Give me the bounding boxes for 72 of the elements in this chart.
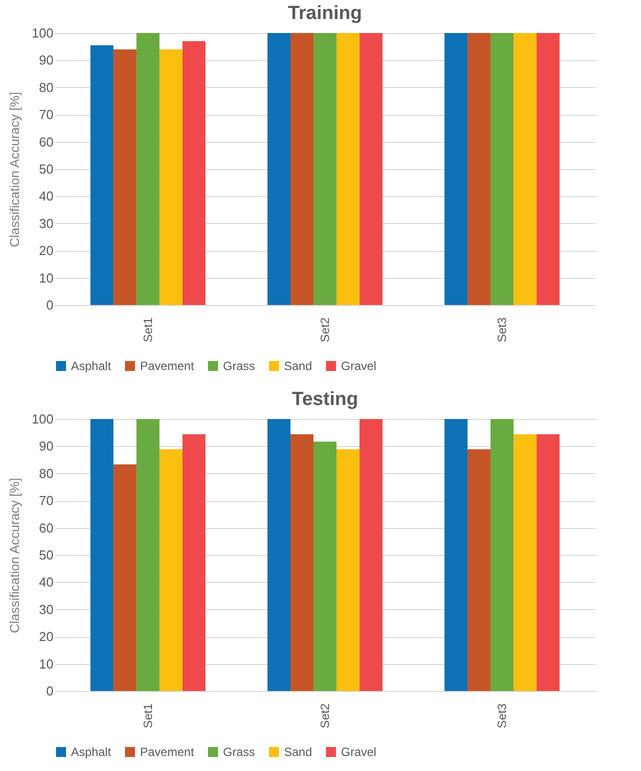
y-tick-label: 50: [39, 548, 54, 562]
bar: [90, 419, 114, 691]
x-tick-label: Set1: [140, 703, 155, 728]
y-tick-label: 70: [39, 107, 54, 122]
bar: [490, 419, 514, 691]
bar: [290, 33, 314, 305]
y-tick-label: 40: [39, 574, 54, 590]
y-tick-label: 80: [39, 80, 54, 95]
y-tick-label: 20: [39, 243, 54, 258]
y-tick-label: 60: [39, 134, 54, 150]
bar: [313, 442, 337, 691]
y-tick-label: 30: [39, 216, 54, 231]
y-tick-label: 0: [46, 684, 54, 698]
y-tick-label: 90: [39, 438, 54, 454]
y-tick-label: 10: [39, 270, 54, 286]
y-tick-label: 100: [32, 26, 54, 40]
bar: [182, 434, 206, 691]
y-axis-title: Classification Accuracy [%]: [6, 92, 22, 248]
y-tick-label: 20: [39, 629, 54, 644]
legend-label: Gravel: [341, 359, 376, 373]
x-tick-label: Set3: [495, 317, 510, 342]
bar: [113, 464, 136, 691]
legend-label: Sand: [284, 359, 312, 373]
y-axis-title: Classification Accuracy [%]: [6, 478, 22, 634]
bar: [336, 33, 360, 305]
x-tick-label: Set2: [318, 703, 332, 728]
bar: [313, 33, 337, 305]
bar: [159, 449, 182, 691]
y-tick-label: 40: [39, 188, 54, 204]
legend-label: Grass: [223, 745, 256, 759]
y-tick-label: 60: [39, 520, 54, 536]
bar: [468, 33, 491, 305]
y-tick-label: 0: [46, 298, 54, 312]
bar: [182, 41, 206, 305]
bar: [514, 33, 537, 305]
legend-label: Grass: [223, 359, 256, 373]
bar: [136, 419, 160, 691]
bar: [136, 33, 160, 305]
bar: [267, 33, 290, 305]
legend-label: Pavement: [140, 745, 195, 759]
x-tick-label: Set2: [318, 317, 332, 342]
y-tick-label: 80: [39, 466, 54, 481]
bar: [444, 33, 468, 305]
bar: [490, 33, 514, 305]
y-tick-label: 90: [39, 52, 54, 68]
bar: [444, 419, 468, 691]
bar: [536, 434, 560, 691]
bar: [514, 434, 537, 691]
y-tick-label: 30: [39, 602, 54, 617]
bar: [360, 33, 383, 305]
bar: [290, 434, 314, 691]
bar: [336, 449, 360, 691]
y-tick-label: 10: [39, 656, 54, 672]
legend-label: Asphalt: [71, 359, 112, 373]
legend-label: Pavement: [140, 359, 195, 373]
bar: [113, 49, 136, 305]
bar: [267, 419, 290, 691]
bar: [536, 33, 560, 305]
x-tick-label: Set1: [140, 317, 155, 342]
y-tick-label: 100: [32, 412, 54, 426]
y-tick-label: 70: [39, 493, 54, 508]
x-tick-label: Set3: [495, 703, 510, 728]
bar: [360, 419, 383, 691]
legend-label: Asphalt: [71, 745, 112, 759]
y-tick-label: 50: [39, 162, 54, 176]
chart-title: Training: [288, 3, 362, 24]
chart-title: Testing: [292, 389, 358, 410]
legend-label: Sand: [284, 745, 312, 759]
legend-label: Gravel: [341, 745, 376, 759]
bar: [90, 45, 114, 305]
bar: [468, 449, 491, 691]
bar: [159, 49, 182, 305]
